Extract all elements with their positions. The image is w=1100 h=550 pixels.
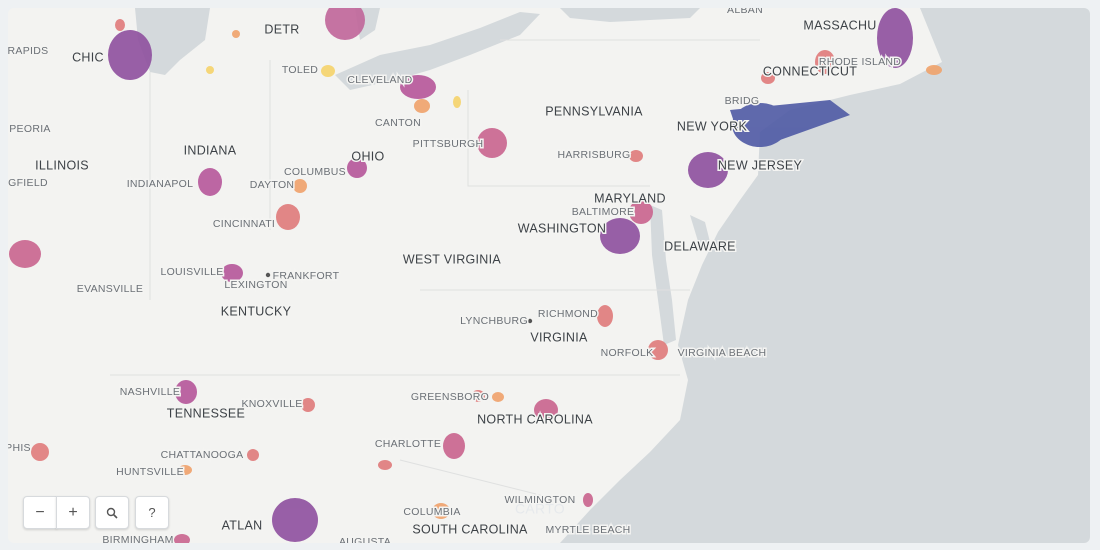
- place-label: CLEVELAND: [347, 74, 412, 86]
- place-label: DELAWARE: [664, 239, 736, 253]
- place-label: BIRMINGHAM: [102, 534, 173, 546]
- place-label: EVANSVILLE: [77, 283, 143, 295]
- place-label: TENNESSEE: [167, 406, 245, 420]
- place-label: PITTSBURGH: [413, 138, 484, 150]
- urban-areas: [9, 8, 942, 543]
- place-label: PHIS: [5, 442, 31, 454]
- place-label: NEW JERSEY: [718, 158, 803, 172]
- place-label: COLUMBUS: [284, 166, 346, 178]
- place-label: RHODE ISLAND: [819, 56, 901, 68]
- zoom-out-button[interactable]: −: [23, 496, 57, 529]
- place-label: COLUMBIA: [403, 506, 460, 518]
- place-label: NEW YORK: [677, 119, 748, 133]
- place-label: AUGUSTA: [339, 536, 391, 548]
- lake: [335, 12, 540, 90]
- place-label: VIRGINIA BEACH: [678, 347, 767, 359]
- place-label: CONNECTICUT: [763, 64, 857, 78]
- bay: [690, 215, 712, 250]
- attribution: CARTO: [515, 501, 565, 517]
- place-label: NASHVILLE: [120, 386, 180, 398]
- place-label: RICHMOND: [538, 308, 598, 320]
- place-label: LEXINGTON: [224, 279, 287, 291]
- capital-dot: [265, 272, 271, 278]
- place-label: KNOXVILLE: [241, 398, 302, 410]
- place-label: WEST VIRGINIA: [403, 252, 501, 266]
- place-label: INDIANA: [184, 143, 237, 157]
- place-label: TOLED: [282, 64, 318, 76]
- place-label: DETR: [264, 22, 299, 36]
- lake: [560, 8, 700, 22]
- place-label: NORTH CAROLINA: [477, 412, 593, 426]
- search-icon: [106, 507, 118, 519]
- place-label: CANTON: [375, 117, 421, 129]
- place-label: LOUISVILLE: [160, 266, 223, 278]
- place-label: WASHINGTON: [518, 221, 606, 235]
- place-label: KENTUCKY: [221, 304, 292, 318]
- ocean: [560, 8, 1090, 543]
- place-label: BRIDG: [725, 95, 760, 107]
- place-label: CINCINNATI: [213, 218, 275, 230]
- place-label: GREENSBORO: [411, 391, 489, 403]
- labels: RAPIDS CHIC DETR TOLED CLEVELAND ALBAN MASSACH…: [5, 4, 902, 548]
- place-label: OHIO: [351, 149, 384, 163]
- place-label: RAPIDS: [8, 45, 49, 57]
- help-button[interactable]: ?: [135, 496, 169, 529]
- place-label: MARYLAND: [594, 191, 666, 205]
- place-label: MASSACHU: [803, 18, 876, 32]
- bay: [650, 205, 676, 345]
- place-label: HUNTSVILLE: [116, 466, 184, 478]
- place-label: CHARLOTTE: [375, 438, 441, 450]
- place-label: NORFOLK: [601, 347, 654, 359]
- place-label: CHIC: [72, 50, 104, 64]
- place-label: ALBAN: [727, 4, 763, 16]
- lake: [135, 8, 210, 75]
- place-label: FRANKFORT: [273, 270, 340, 282]
- place-label: INDIANAPOL: [127, 178, 194, 190]
- place-label: PENNSYLVANIA: [545, 104, 643, 118]
- zoom-in-button[interactable]: +: [56, 496, 90, 529]
- place-label: ATLAN: [222, 518, 263, 532]
- place-label: VIRGINIA: [530, 330, 588, 344]
- place-label: GFIELD: [8, 177, 48, 189]
- place-label: CHATTANOOGA: [161, 449, 244, 461]
- place-label: WILMINGTON: [504, 494, 575, 506]
- place-label: BALTIMORE: [572, 206, 635, 218]
- place-label: ILLINOIS: [35, 158, 89, 172]
- place-label: HARRISBURG: [557, 149, 630, 161]
- place-label: MYRTLE BEACH: [545, 524, 630, 536]
- place-label: SOUTH CAROLINA: [412, 522, 528, 536]
- place-label: PEORIA: [9, 123, 50, 135]
- search-button[interactable]: [95, 496, 129, 529]
- borders: [110, 39, 760, 501]
- place-label: LYNCHBURG: [460, 315, 528, 327]
- place-label: DAYTON: [250, 179, 295, 191]
- capital-dot: [527, 318, 533, 324]
